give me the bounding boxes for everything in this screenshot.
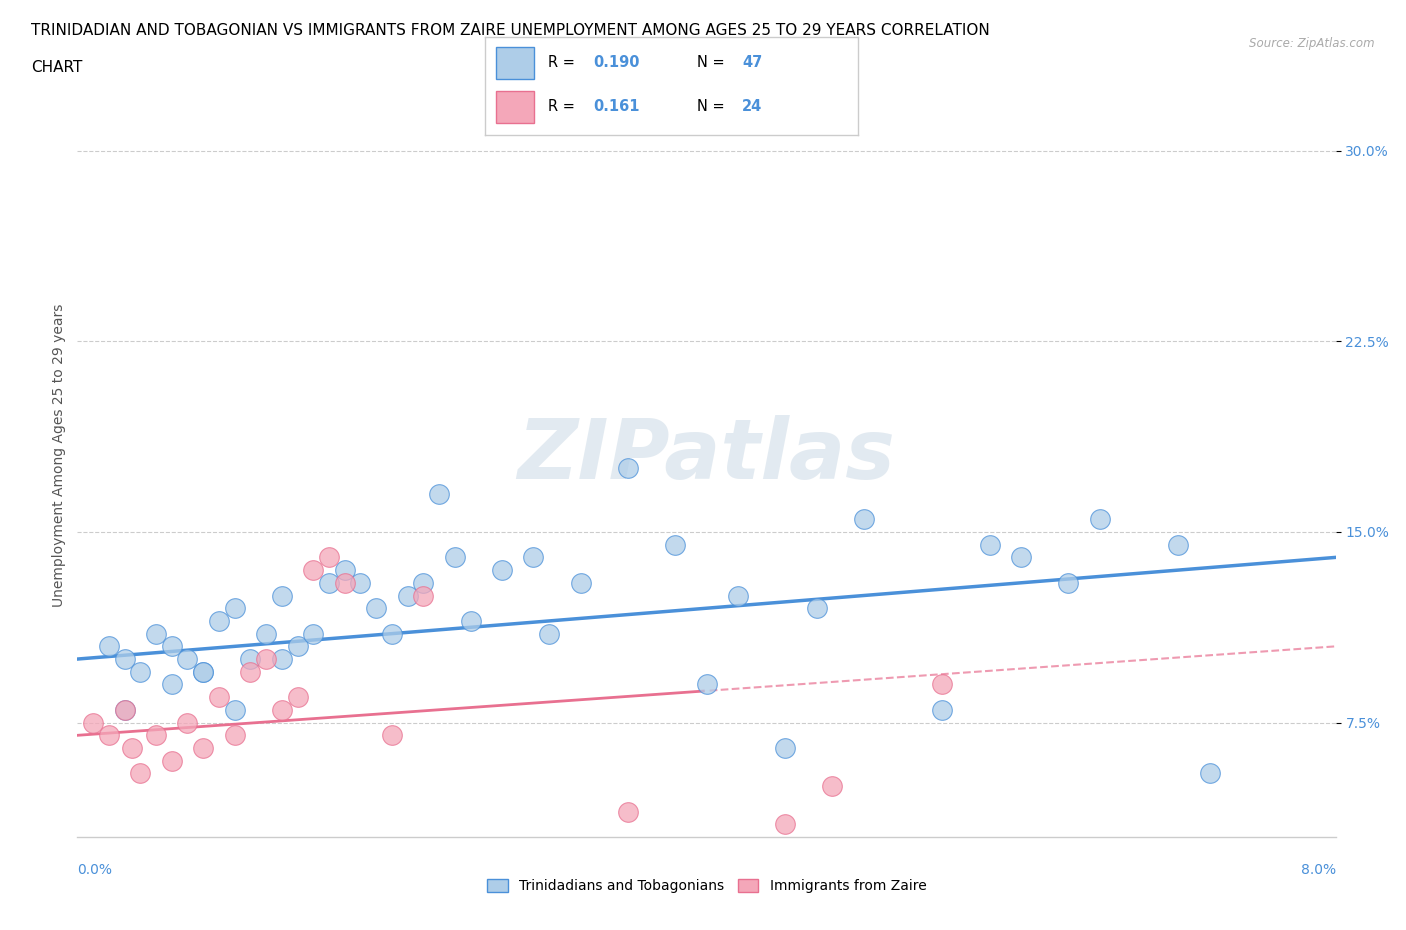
Point: [160, 753, 183, 768]
Text: 0.0%: 0.0%: [77, 863, 112, 877]
Point: [270, 652, 292, 667]
Legend: Trinidadians and Tobagonians, Immigrants from Zaire: Trinidadians and Tobagonians, Immigrants…: [481, 873, 932, 898]
Point: [160, 639, 183, 654]
Point: [239, 652, 262, 667]
Point: [1167, 538, 1189, 552]
Point: [160, 677, 183, 692]
Point: [121, 740, 143, 755]
Point: [773, 740, 796, 755]
Point: [1198, 766, 1220, 781]
Point: [538, 626, 561, 641]
Point: [224, 601, 246, 616]
Point: [931, 677, 953, 692]
Point: [208, 690, 231, 705]
Point: [208, 614, 231, 629]
Point: [318, 576, 340, 591]
Point: [617, 804, 640, 819]
Point: [270, 588, 292, 603]
Point: [931, 702, 953, 717]
Point: [381, 728, 404, 743]
Point: [302, 563, 325, 578]
Point: [979, 538, 1001, 552]
Point: [664, 538, 686, 552]
Text: Source: ZipAtlas.com: Source: ZipAtlas.com: [1250, 37, 1375, 50]
Point: [287, 690, 309, 705]
Point: [254, 626, 277, 641]
Point: [254, 652, 277, 667]
Text: 24: 24: [742, 99, 762, 114]
Point: [569, 576, 592, 591]
Point: [381, 626, 404, 641]
Text: N =: N =: [697, 99, 730, 114]
Point: [287, 639, 309, 654]
Point: [176, 652, 198, 667]
Text: 47: 47: [742, 55, 762, 70]
Point: [191, 664, 215, 679]
Point: [270, 702, 292, 717]
Point: [522, 550, 544, 565]
Text: 8.0%: 8.0%: [1301, 863, 1336, 877]
Point: [806, 601, 828, 616]
Point: [852, 512, 875, 526]
Point: [727, 588, 749, 603]
Bar: [496, 91, 533, 123]
Point: [412, 588, 434, 603]
Point: [349, 576, 371, 591]
Point: [145, 728, 167, 743]
Point: [333, 576, 356, 591]
Point: [176, 715, 198, 730]
Point: [821, 778, 844, 793]
Text: TRINIDADIAN AND TOBAGONIAN VS IMMIGRANTS FROM ZAIRE UNEMPLOYMENT AMONG AGES 25 T: TRINIDADIAN AND TOBAGONIAN VS IMMIGRANTS…: [31, 23, 990, 38]
Y-axis label: Unemployment Among Ages 25 to 29 years: Unemployment Among Ages 25 to 29 years: [52, 304, 66, 607]
Point: [114, 702, 136, 717]
Point: [773, 817, 796, 831]
Text: N =: N =: [697, 55, 730, 70]
Point: [302, 626, 325, 641]
Point: [114, 702, 136, 717]
Text: R =: R =: [548, 55, 579, 70]
Point: [82, 715, 104, 730]
Point: [366, 601, 388, 616]
Point: [224, 702, 246, 717]
Point: [1057, 576, 1080, 591]
Text: CHART: CHART: [31, 60, 83, 75]
Bar: [496, 47, 533, 79]
Point: [97, 728, 120, 743]
Point: [145, 626, 167, 641]
Point: [1088, 512, 1111, 526]
Point: [224, 728, 246, 743]
Point: [129, 766, 152, 781]
Point: [396, 588, 419, 603]
Point: [1010, 550, 1032, 565]
Text: 0.190: 0.190: [593, 55, 640, 70]
Point: [191, 740, 215, 755]
Point: [460, 614, 482, 629]
Point: [412, 576, 434, 591]
Point: [97, 639, 120, 654]
Point: [696, 677, 718, 692]
Point: [129, 664, 152, 679]
Point: [333, 563, 356, 578]
Point: [239, 664, 262, 679]
Point: [191, 664, 215, 679]
Point: [617, 461, 640, 476]
Point: [318, 550, 340, 565]
Text: ZIPatlas: ZIPatlas: [517, 415, 896, 497]
Text: R =: R =: [548, 99, 579, 114]
Point: [427, 486, 450, 501]
Text: 0.161: 0.161: [593, 99, 640, 114]
Point: [491, 563, 513, 578]
Point: [444, 550, 467, 565]
Point: [114, 652, 136, 667]
